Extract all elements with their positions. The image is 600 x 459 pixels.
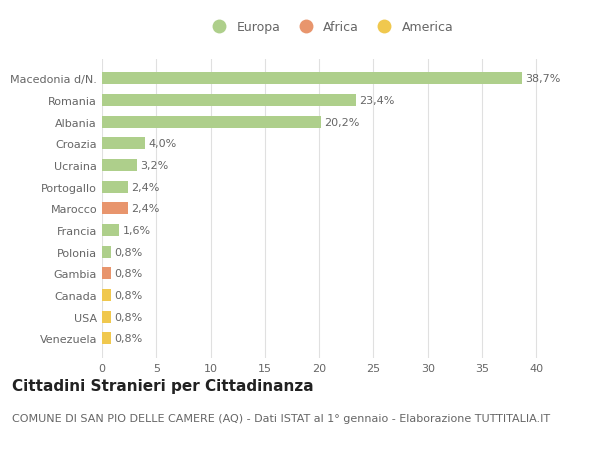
Text: 4,0%: 4,0% (149, 139, 177, 149)
Bar (102, 268, 110, 280)
Text: 23,4%: 23,4% (359, 96, 395, 106)
Bar (102, 160, 137, 172)
Bar (102, 181, 128, 193)
Text: 0,8%: 0,8% (114, 312, 142, 322)
Text: Cittadini Stranieri per Cittadinanza: Cittadini Stranieri per Cittadinanza (12, 379, 314, 394)
Text: 0,8%: 0,8% (114, 247, 142, 257)
Bar (102, 246, 110, 258)
Bar (102, 138, 145, 150)
Bar (102, 73, 522, 85)
Bar (102, 333, 110, 344)
Bar (102, 203, 128, 215)
Text: COMUNE DI SAN PIO DELLE CAMERE (AQ) - Dati ISTAT al 1° gennaio - Elaborazione TU: COMUNE DI SAN PIO DELLE CAMERE (AQ) - Da… (12, 413, 550, 423)
Legend: Europa, Africa, America: Europa, Africa, America (207, 21, 453, 34)
Text: 20,2%: 20,2% (325, 118, 360, 128)
Text: 3,2%: 3,2% (140, 161, 168, 171)
Bar (102, 311, 110, 323)
Bar (102, 289, 110, 301)
Bar (102, 117, 322, 129)
Text: 2,4%: 2,4% (131, 182, 160, 192)
Text: 1,6%: 1,6% (122, 225, 151, 235)
Bar (102, 224, 119, 236)
Text: 0,8%: 0,8% (114, 269, 142, 279)
Bar (102, 95, 356, 107)
Text: 2,4%: 2,4% (131, 204, 160, 214)
Text: 38,7%: 38,7% (526, 74, 561, 84)
Text: 0,8%: 0,8% (114, 334, 142, 343)
Text: 0,8%: 0,8% (114, 290, 142, 300)
